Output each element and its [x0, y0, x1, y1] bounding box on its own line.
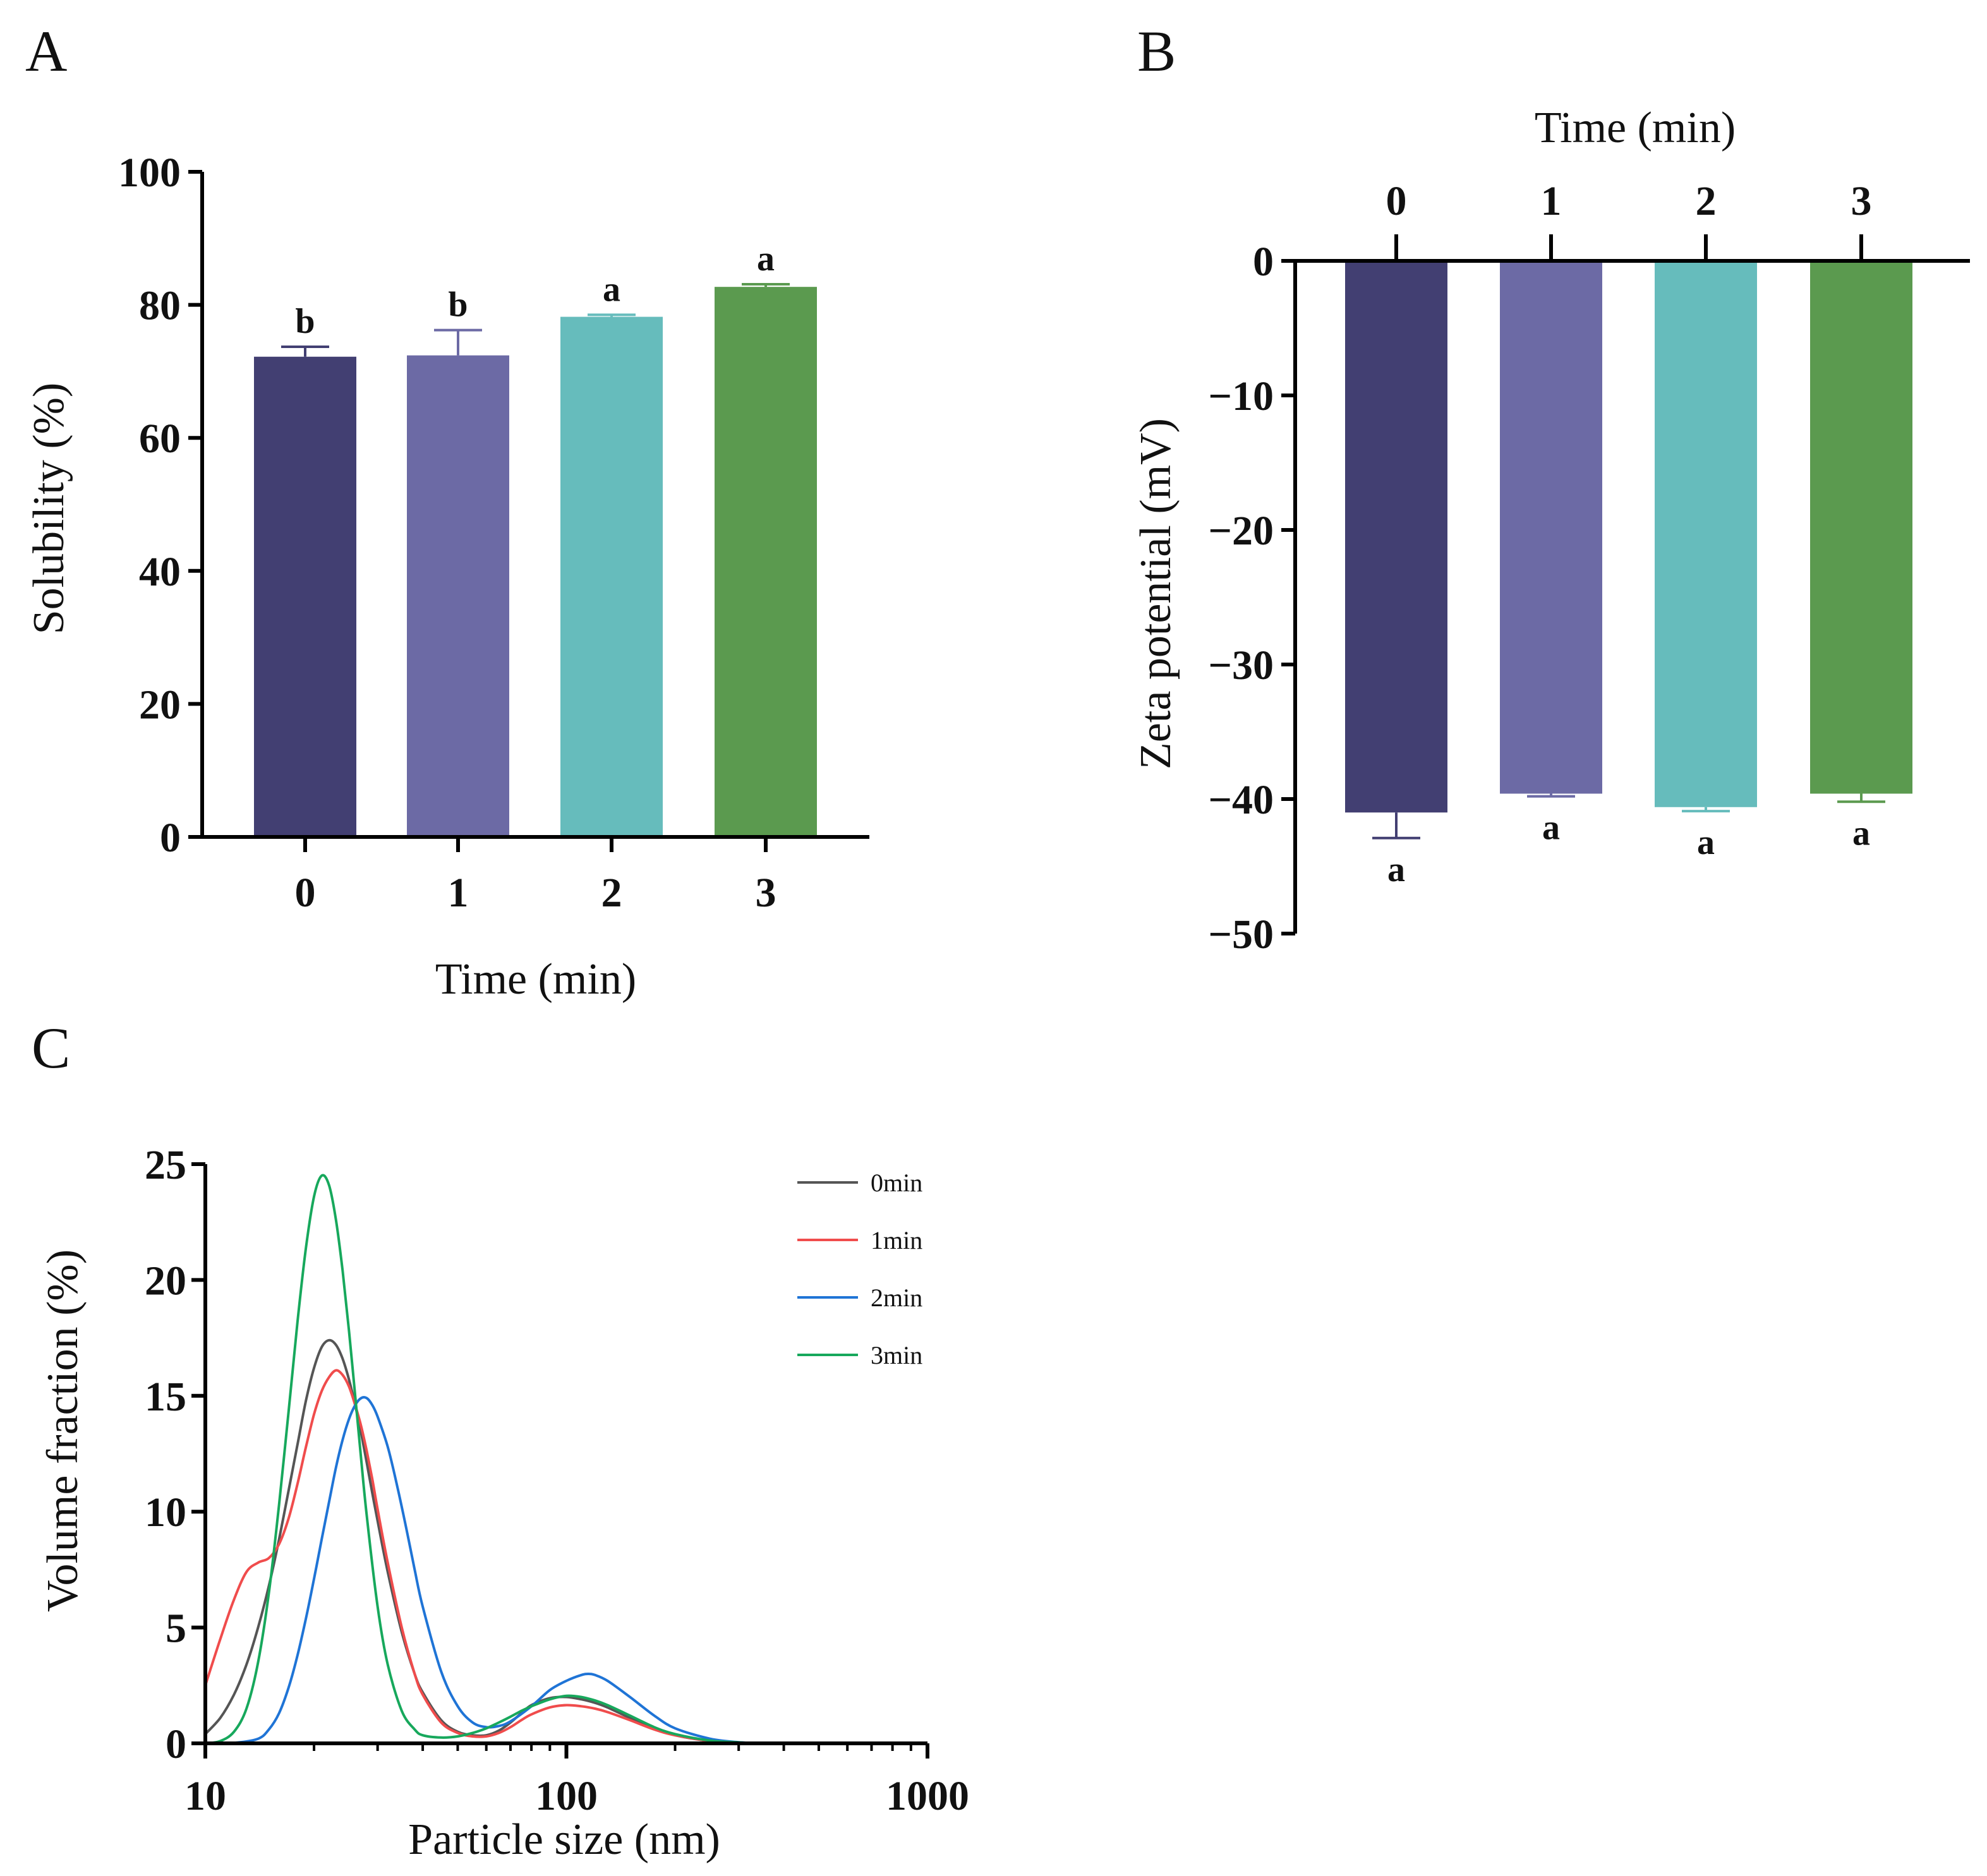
y-tick-label: 0 — [160, 815, 181, 861]
y-tick-label: 25 — [145, 1142, 186, 1188]
x-tick-label: 0 — [1386, 178, 1407, 224]
particle-size-distribution-chart: 0 5 10 15 20 25 10 100 1000 0min 1min 2min 3min Pa… — [39, 1142, 969, 1864]
y-ticks-group: 0 5 10 15 20 25 — [145, 1142, 205, 1767]
legend-label: 2min — [871, 1284, 922, 1312]
x-tick-label: 3 — [756, 870, 776, 916]
x-axis-title: Time (min) — [435, 955, 636, 1004]
series-line-0min — [204, 1338, 763, 1745]
y-tick-label: −30 — [1208, 642, 1274, 688]
bars-group — [1345, 261, 1912, 813]
bar — [1655, 261, 1757, 807]
significance-label: a — [1697, 823, 1715, 862]
y-axis-title: Solubility (%) — [25, 383, 73, 635]
legend-label: 0min — [871, 1169, 922, 1197]
y-tick-label: 15 — [145, 1374, 186, 1420]
y-ticks-group: 0 −10 −20 −30 −40 −50 — [1208, 239, 1295, 958]
bars-group — [254, 287, 817, 838]
x-ticks-group: 0 1 2 3 — [295, 837, 776, 916]
x-tick-label: 10 — [184, 1773, 226, 1819]
legend-label: 3min — [871, 1341, 922, 1369]
x-ticks-group: 0 1 2 3 — [1386, 178, 1872, 261]
x-tick-label: 2 — [601, 870, 622, 916]
legend: 0min 1min 2min 3min — [797, 1169, 922, 1369]
error-bars-group — [281, 282, 790, 357]
significance-labels-group: b b a a — [295, 239, 775, 341]
x-tick-label: 2 — [1696, 178, 1717, 224]
bar — [407, 355, 509, 837]
y-tick-label: −40 — [1208, 777, 1274, 823]
series-line-2min — [205, 1396, 763, 1745]
y-tick-label: 10 — [145, 1489, 186, 1536]
y-tick-label: 0 — [166, 1721, 186, 1767]
significance-label: a — [1387, 850, 1405, 889]
error-bars-group — [1372, 793, 1885, 839]
significance-label: a — [757, 239, 775, 279]
x-tick-label: 3 — [1851, 178, 1872, 224]
bar — [715, 287, 817, 837]
x-tick-label: 1 — [1541, 178, 1562, 224]
y-tick-label: 0 — [1253, 239, 1274, 285]
bar — [560, 316, 663, 838]
solubility-bar-chart: b b a a 0 20 40 60 80 100 0 1 2 3 Time (min) Solubi… — [25, 150, 869, 1004]
y-axis-title: Volume fraction (%) — [39, 1249, 87, 1612]
panel-label-a: A — [25, 19, 67, 83]
significance-label: a — [1542, 809, 1560, 848]
x-axis-title: Particle size (nm) — [408, 1815, 720, 1864]
significance-label: b — [448, 286, 468, 325]
y-tick-label: 80 — [139, 283, 181, 329]
series-lines-group — [204, 1174, 763, 1745]
bar — [1500, 261, 1602, 794]
x-tick-label: 100 — [535, 1773, 598, 1819]
bar — [1810, 261, 1912, 794]
y-tick-label: −50 — [1208, 911, 1274, 958]
bar — [1345, 261, 1447, 813]
panel-label-b: B — [1137, 19, 1176, 83]
zeta-potential-bar-chart: a a a a 0 −10 −20 −30 −40 −50 0 1 2 3 Time (min) Ze… — [1132, 104, 1970, 958]
legend-label: 1min — [871, 1226, 922, 1254]
y-tick-label: 60 — [139, 416, 181, 462]
y-tick-label: 100 — [118, 150, 181, 196]
significance-label: b — [295, 302, 315, 341]
x-tick-label: 0 — [295, 870, 316, 916]
y-tick-label: −20 — [1208, 508, 1274, 554]
series-line-1min — [204, 1369, 763, 1745]
y-tick-label: 20 — [139, 682, 181, 728]
y-axis-title: Zeta potential (mV) — [1132, 418, 1180, 769]
y-tick-label: −10 — [1208, 373, 1274, 419]
series-line-3min — [205, 1174, 763, 1745]
x-axis-title: Time (min) — [1535, 104, 1736, 152]
significance-labels-group: a a a a — [1387, 809, 1870, 889]
y-ticks-group: 0 20 40 60 80 100 — [118, 150, 202, 861]
y-tick-label: 5 — [166, 1606, 186, 1652]
x-ticks-group: 10 100 1000 — [184, 1743, 969, 1819]
bar — [254, 356, 356, 837]
significance-label: a — [603, 270, 620, 309]
x-tick-label: 1000 — [886, 1773, 969, 1819]
x-tick-label: 1 — [448, 870, 469, 916]
significance-label: a — [1852, 814, 1870, 853]
y-tick-label: 40 — [139, 549, 181, 595]
panel-label-c: C — [32, 1016, 70, 1080]
y-tick-label: 20 — [145, 1258, 186, 1304]
